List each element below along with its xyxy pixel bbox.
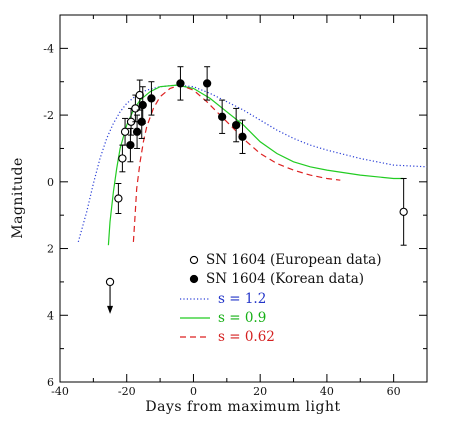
korean-data-point xyxy=(238,119,247,154)
korean-data-point xyxy=(147,81,156,116)
model-line-dotted xyxy=(77,84,428,243)
legend-entry: s = 1.2 xyxy=(180,291,266,307)
legend-entry: SN 1604 (European data) xyxy=(189,252,382,268)
data-marker xyxy=(118,154,127,163)
european-data-point xyxy=(399,177,408,246)
european-data-point xyxy=(131,94,140,123)
korean-data-point xyxy=(232,107,241,143)
model-line-solid xyxy=(107,84,404,246)
legend-entry: s = 0.62 xyxy=(180,329,275,345)
data-marker xyxy=(131,104,140,113)
data-marker xyxy=(202,79,212,88)
y-tick-label: 2 xyxy=(47,243,54,256)
x-tick-label: 0 xyxy=(190,385,197,398)
x-tick-label: -40 xyxy=(51,385,69,398)
data-marker xyxy=(132,127,142,136)
data-marker xyxy=(120,127,130,136)
y-tick-label: 4 xyxy=(47,309,54,322)
y-tick-label: -4 xyxy=(43,42,54,55)
legend-label: SN 1604 (European data) xyxy=(206,252,382,268)
korean-data-point xyxy=(132,114,142,149)
model-line-dashed xyxy=(132,84,341,242)
data-marker xyxy=(137,117,146,126)
y-tick-label: 6 xyxy=(47,376,54,389)
upper-limit-point xyxy=(105,277,115,314)
series-layer xyxy=(77,66,428,314)
korean-data-point xyxy=(217,99,227,134)
y-tick-label: 0 xyxy=(47,176,54,189)
legend-label: SN 1604 (Korean data) xyxy=(206,271,364,287)
x-tick-label: 20 xyxy=(253,385,267,398)
y-axis-title: Magnitude xyxy=(10,157,26,239)
data-marker xyxy=(147,94,156,103)
korean-data-point xyxy=(126,127,135,163)
data-marker xyxy=(126,140,135,150)
x-axis-title: Days from maximum light xyxy=(145,399,340,415)
plot-frame xyxy=(59,14,428,383)
x-tick-label: 60 xyxy=(387,385,401,398)
legend-label: s = 0.9 xyxy=(218,310,266,326)
down-arrow-icon xyxy=(107,305,114,314)
european-data-point xyxy=(135,79,144,111)
x-tick-label: 40 xyxy=(320,385,334,398)
x-tick-label: -20 xyxy=(118,385,136,398)
european-data-point xyxy=(114,182,123,215)
data-marker xyxy=(135,90,144,100)
upper-limit-marker xyxy=(105,277,115,287)
legend-marker xyxy=(189,274,199,284)
legend-entry: s = 0.9 xyxy=(180,310,266,326)
korean-data-point xyxy=(138,86,147,124)
data-marker xyxy=(114,194,123,203)
european-data-point xyxy=(118,144,127,173)
korean-data-point xyxy=(202,66,212,101)
data-marker xyxy=(138,100,147,110)
axis-ticks xyxy=(59,14,428,383)
data-marker xyxy=(399,207,408,216)
legend-label: s = 1.2 xyxy=(218,291,266,307)
legend: SN 1604 (European data) SN 1604 (Korean d… xyxy=(180,252,382,345)
data-marker xyxy=(232,120,241,130)
legend-label: s = 0.62 xyxy=(218,329,275,345)
data-marker xyxy=(217,112,227,121)
y-tick-label: -2 xyxy=(43,109,54,122)
legend-entry: SN 1604 (Korean data) xyxy=(189,271,364,287)
legend-marker xyxy=(189,255,199,265)
data-marker xyxy=(176,79,185,88)
data-marker xyxy=(238,132,247,141)
korean-data-point xyxy=(176,66,185,101)
european-data-point xyxy=(120,117,130,146)
